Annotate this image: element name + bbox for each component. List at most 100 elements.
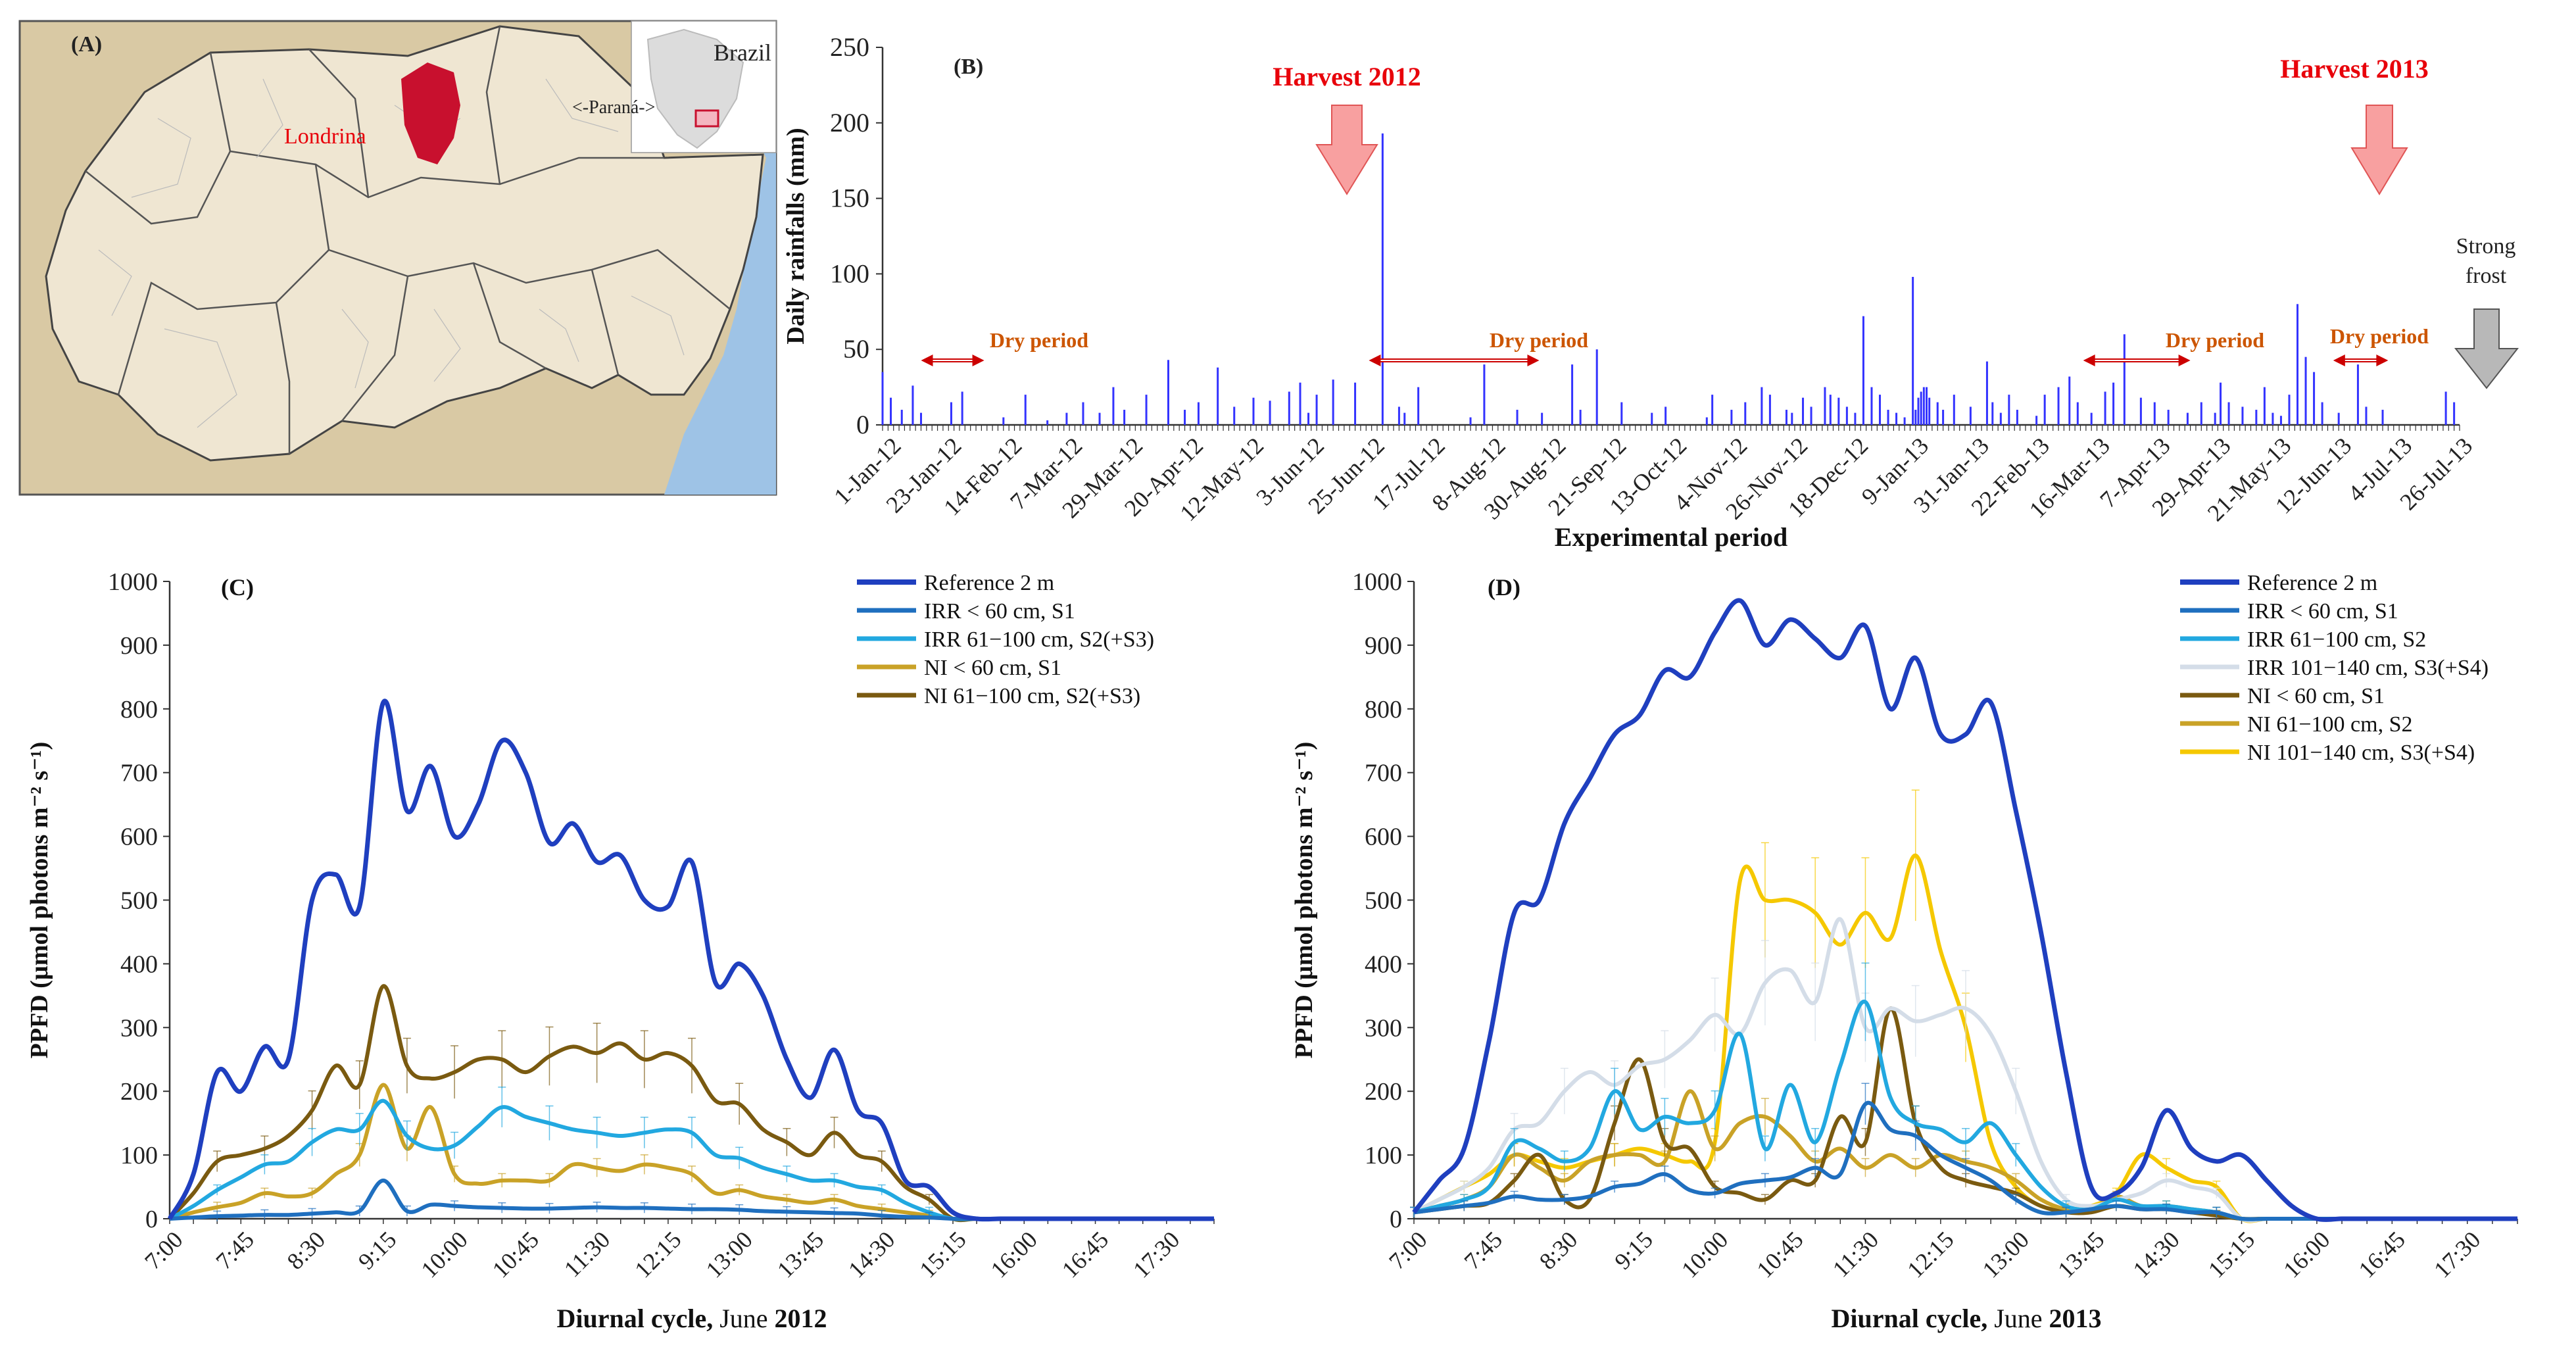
ppfd-x-title-year: 2012 — [775, 1304, 827, 1333]
rainfall-bar — [1469, 417, 1472, 425]
harvest-2012-label: Harvest 2012 — [1273, 62, 1421, 91]
brazil-label: Brazil — [714, 39, 771, 66]
rainfall-bar — [1483, 364, 1486, 425]
ppfd-x-tick-label: 17:30 — [1128, 1226, 1184, 1283]
region-borders — [85, 26, 731, 454]
ppfd-x-tick-label: 13:45 — [2053, 1226, 2109, 1283]
rainfall-bar — [1417, 387, 1420, 425]
ppfd-x-title-month: June — [713, 1304, 774, 1333]
rainfall-bar — [1065, 412, 1068, 425]
harvest-2012-arrow — [1315, 105, 1378, 195]
ppfd-y-tick-label: 700 — [1365, 760, 1402, 787]
ppfd-x-tick-label: 12:15 — [629, 1226, 686, 1283]
rainfall-bar — [1112, 387, 1115, 425]
ppfd-x-tick-label: 7:45 — [1459, 1226, 1508, 1275]
rainfall-bar — [1999, 412, 2002, 425]
rainfall-bar — [2255, 410, 2258, 425]
strong-frost-line1: Strong — [2456, 234, 2516, 258]
ppfd-y-tick-label: 200 — [1365, 1078, 1402, 1106]
dry-period-label-2: Dry period — [1490, 328, 1588, 352]
ppfd-series-line — [169, 1083, 1214, 1221]
rainfall-bar — [1024, 395, 1027, 425]
rainfall-bar — [1354, 382, 1357, 425]
legend-label: NI < 60 cm, S1 — [924, 656, 1061, 680]
rainfall-bar — [1870, 387, 1873, 425]
rainfall-bar — [919, 412, 922, 425]
ppfd-x-tick-label: 13:00 — [701, 1226, 758, 1283]
ppfd-x-title-bold: Diurnal cycle, — [1831, 1304, 1987, 1333]
rainfall-bar — [1269, 401, 1271, 425]
ppfd-2013-lines — [1410, 598, 2517, 1223]
rainfall-bar — [1332, 380, 1334, 425]
legend-label: Reference 2 m — [924, 571, 1054, 595]
rainfall-bar — [2214, 412, 2216, 425]
legend-label: NI < 60 cm, S1 — [2247, 684, 2385, 708]
legend-label: IRR 61−100 cm, S2(+S3) — [924, 627, 1154, 652]
dry-period-label-1: Dry period — [990, 328, 1088, 352]
rainfall-bar — [1744, 402, 1747, 425]
rainfall-bar — [2043, 395, 2046, 425]
rainfall-bar — [2153, 402, 2156, 425]
legend-label: IRR < 60 cm, S1 — [924, 599, 1075, 624]
harvest-2013-arrow — [2350, 105, 2408, 195]
rainfall-bar — [1315, 395, 1318, 425]
ppfd-x-tick-label: 15:15 — [2203, 1226, 2260, 1283]
rainfall-bar — [890, 397, 892, 425]
rainfall-bar — [2288, 395, 2291, 425]
rainfall-bar — [2272, 412, 2274, 425]
ppfd-y-tick-label: 300 — [120, 1014, 158, 1042]
rainfall-bar — [1895, 412, 1898, 425]
panel-b-label: (B) — [954, 55, 983, 79]
legend-label: IRR 101−140 cm, S3(+S4) — [2247, 656, 2489, 680]
rainfall-bar — [2186, 412, 2189, 425]
rainfall-bar — [1711, 395, 1714, 425]
ppfd-y-tick-label: 200 — [120, 1078, 158, 1106]
rainfall-bar — [2381, 410, 2384, 425]
ocean-area — [664, 21, 776, 495]
rainfall-bar — [1197, 402, 1200, 425]
rainfall-y-axis-title: Daily rainfalls (mm) — [782, 128, 810, 344]
rainfall-bar — [1936, 402, 1939, 425]
rainfall-bar — [2313, 372, 2316, 425]
rainfall-bar — [1123, 410, 1126, 425]
rainfall-bar — [1705, 417, 1708, 425]
ppfd-x-tick-label: 14:30 — [2127, 1226, 2184, 1283]
rainfall-bar — [2008, 395, 2010, 425]
rainfall-bar — [2076, 402, 2079, 425]
ppfd-y-axis-title: PPFD (µmol photons m⁻² s⁻¹) — [1290, 742, 1318, 1059]
rainfall-bar — [1167, 360, 1169, 425]
rainfall-y-tick-label: 0 — [856, 410, 869, 439]
rainfall-bar — [1991, 402, 1994, 425]
dry-period-label-3: Dry period — [2166, 328, 2264, 352]
ppfd-2013-panel: 0 100 200 300 400 500 600 700 800 900 1000 7:00 7:45… — [1290, 568, 2518, 1333]
ppfd-x-tick-label: 11:30 — [559, 1226, 615, 1282]
ppfd-x-title-year: 2013 — [2049, 1304, 2102, 1333]
rainfall-bar — [1307, 412, 1310, 425]
legend-label: IRR < 60 cm, S1 — [2247, 599, 2398, 624]
rainfall-bar — [2337, 412, 2340, 425]
ppfd-y-tick-label: 0 — [145, 1206, 158, 1233]
ppfd-panel-label: (C) — [221, 574, 254, 600]
rainfall-y-tick-label: 200 — [830, 108, 869, 137]
ppfd-y-tick-label: 600 — [1365, 823, 1402, 851]
rainfall-bar — [1926, 387, 1928, 425]
ppfd-x-tick-label: 13:00 — [1978, 1226, 2034, 1283]
rainfall-bar — [2057, 387, 2060, 425]
rainfall-bar — [1953, 395, 1955, 425]
ppfd-x-tick-label: 16:00 — [2278, 1226, 2335, 1283]
ppfd-2012-legend: Reference 2 m IRR < 60 cm, S1 IRR 61−100 c… — [857, 571, 1154, 708]
ppfd-y-tick-label: 300 — [1365, 1014, 1402, 1042]
ppfd-x-tick-label: 9:15 — [1609, 1226, 1658, 1275]
rainfall-bar — [1571, 364, 1574, 425]
rainfall-bar — [2356, 364, 2359, 425]
ppfd-x-tick-label: 17:30 — [2429, 1226, 2485, 1283]
strong-frost-line2: frost — [2466, 264, 2507, 288]
ppfd-x-title-bold: Diurnal cycle, — [556, 1304, 713, 1333]
ppfd-series-line — [167, 698, 1214, 1222]
ppfd-2013-legend: Reference 2 m IRR < 60 cm, S1 IRR 61−100 c… — [2180, 571, 2489, 765]
rainfall-bar — [2297, 304, 2299, 425]
rainfall-bar — [1802, 397, 1805, 425]
dry-period-arrow-head — [1369, 355, 1381, 366]
rainfall-bar — [1829, 395, 1832, 425]
ppfd-y-tick-label: 1000 — [108, 568, 158, 596]
